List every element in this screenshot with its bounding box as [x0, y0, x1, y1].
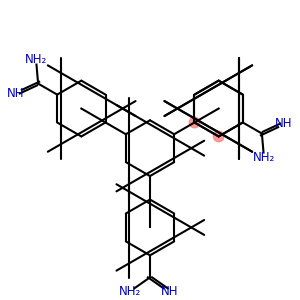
- Text: NH: NH: [7, 87, 25, 101]
- Text: NH: NH: [161, 285, 179, 298]
- Text: NH₂: NH₂: [25, 53, 47, 66]
- Circle shape: [213, 131, 224, 142]
- Text: NH₂: NH₂: [253, 151, 275, 164]
- Circle shape: [189, 117, 200, 128]
- Text: NH: NH: [275, 117, 293, 130]
- Text: NH₂: NH₂: [119, 285, 141, 298]
